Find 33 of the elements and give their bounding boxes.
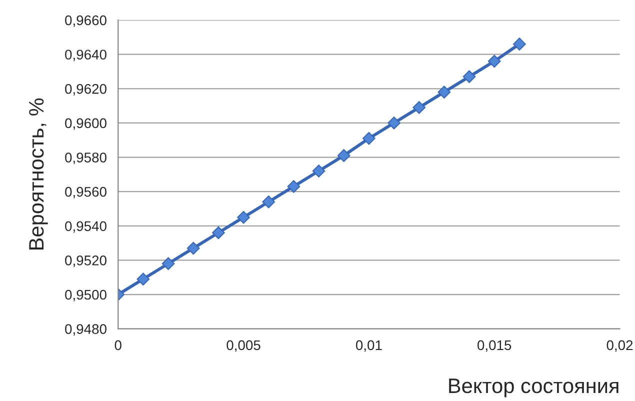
point	[262, 195, 276, 208]
x-tick-label: 0,015	[478, 340, 512, 352]
point	[388, 116, 400, 130]
point	[412, 101, 426, 114]
y-tick-label: 0,9600	[65, 118, 106, 130]
point	[186, 242, 200, 255]
y-tick-label: 0,9560	[65, 186, 106, 198]
point	[237, 210, 250, 224]
y-tick-label: 0,9580	[65, 152, 106, 164]
x-tick-label: 0,02	[606, 340, 633, 352]
y-tick-label: 0,9500	[65, 290, 106, 302]
point	[462, 70, 476, 84]
x-tick-label: 0,005	[226, 340, 260, 352]
point	[513, 38, 526, 50]
point	[312, 164, 326, 178]
point	[162, 257, 175, 270]
x-tick-label: 0	[114, 340, 122, 350]
point	[438, 86, 451, 99]
point	[212, 226, 225, 240]
point	[337, 149, 350, 162]
point	[287, 180, 300, 193]
y-tick-label: 0,9520	[65, 256, 106, 268]
point	[136, 272, 150, 286]
point	[488, 54, 501, 68]
y-axis-title: Вероятность, %	[29, 98, 48, 250]
y-tick-label: 0,9620	[65, 84, 106, 96]
y-tick-label: 0,9640	[65, 50, 106, 62]
y-tick-label: 0,9660	[65, 15, 106, 27]
x-tick-label: 0,01	[356, 340, 382, 352]
point	[362, 132, 376, 145]
y-tick-label: 0,9540	[65, 221, 106, 233]
y-tick-label: 0,9480	[65, 324, 106, 336]
x-axis-title: Вектор состояния	[449, 378, 618, 398]
